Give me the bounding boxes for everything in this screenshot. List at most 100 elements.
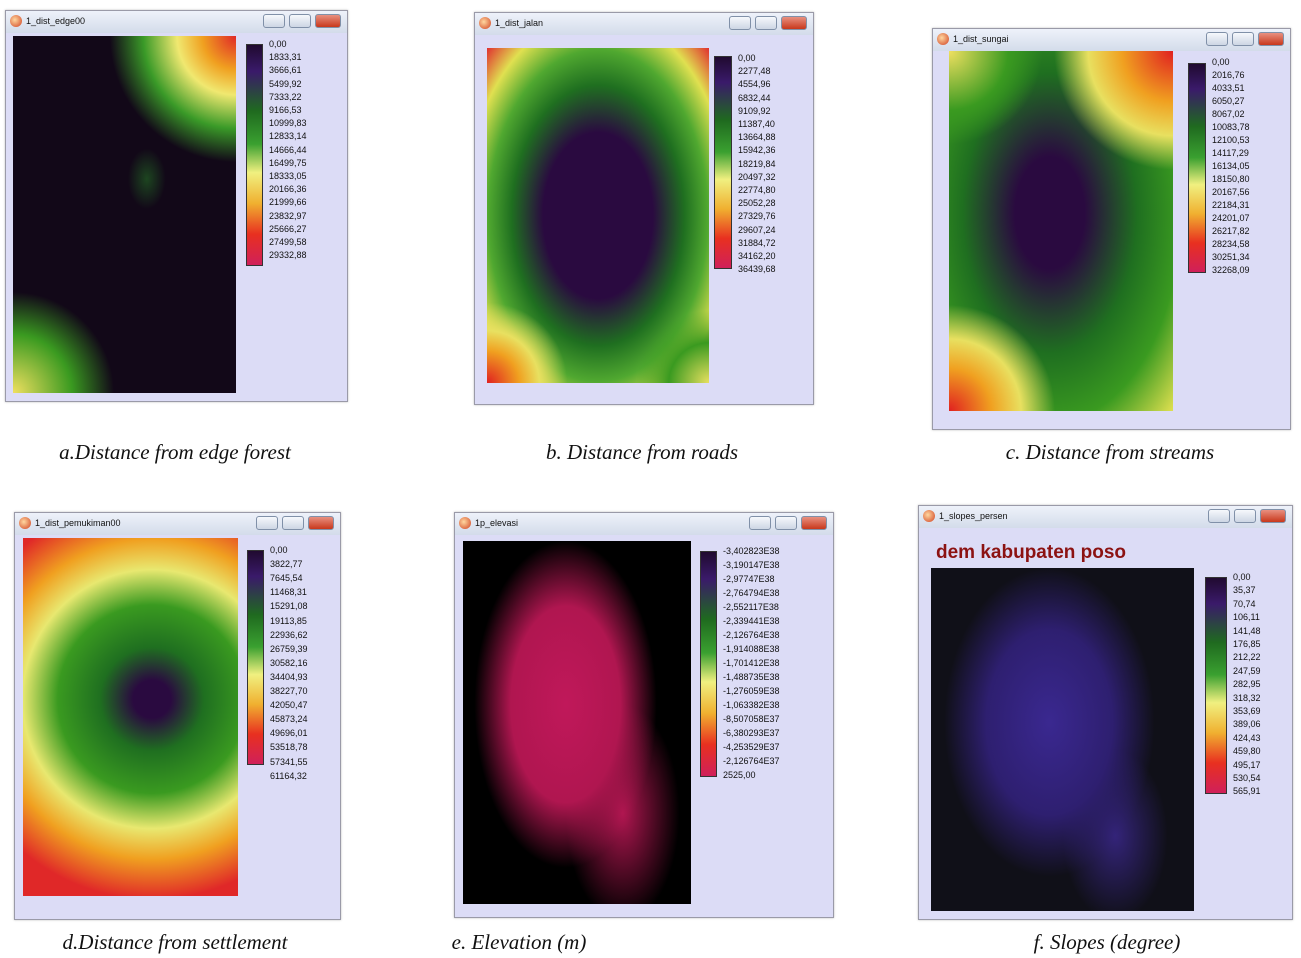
minimize-button[interactable] bbox=[263, 14, 285, 28]
legend-label: -2,339441E38 bbox=[723, 616, 780, 626]
raster-map bbox=[949, 51, 1173, 411]
legend-label: 14117,29 bbox=[1212, 148, 1249, 158]
legend-label: -3,190147E38 bbox=[723, 560, 780, 570]
window-title: 1_dist_jalan bbox=[495, 18, 543, 28]
close-button[interactable] bbox=[315, 14, 341, 28]
legend-label: 8067,02 bbox=[1212, 109, 1245, 119]
legend-label: -2,97747E38 bbox=[723, 574, 775, 584]
legend-label: 141,48 bbox=[1233, 626, 1261, 636]
legend-label: 15291,08 bbox=[270, 601, 308, 611]
legend-label: 22936,62 bbox=[270, 630, 308, 640]
minimize-button[interactable] bbox=[1206, 32, 1228, 46]
window-title: 1_dist_pemukiman00 bbox=[35, 518, 121, 528]
legend-label: 61164,32 bbox=[270, 771, 307, 781]
legend-label: 22774,80 bbox=[738, 185, 776, 195]
legend-label: -1,063382E38 bbox=[723, 700, 780, 710]
raster-map bbox=[931, 568, 1194, 911]
caption: c. Distance from streams bbox=[1006, 440, 1214, 465]
legend-label: 27499,58 bbox=[269, 237, 307, 247]
legend-label: 495,17 bbox=[1233, 760, 1261, 770]
raster-map bbox=[13, 36, 236, 393]
legend-label: 2525,00 bbox=[723, 770, 756, 780]
legend-label: 29332,88 bbox=[269, 250, 307, 260]
legend-label: 12833,14 bbox=[269, 131, 307, 141]
raster-map bbox=[463, 541, 691, 904]
legend-label: 7645,54 bbox=[270, 573, 303, 583]
legend-label: 27329,76 bbox=[738, 211, 776, 221]
maximize-button[interactable] bbox=[1234, 509, 1256, 523]
legend-color-bar bbox=[714, 56, 732, 269]
legend-label: 11387,40 bbox=[738, 119, 775, 129]
legend-label: -2,552117E38 bbox=[723, 602, 779, 612]
legend-label: 424,43 bbox=[1233, 733, 1261, 743]
legend-label: 38227,70 bbox=[270, 686, 308, 696]
minimize-button[interactable] bbox=[256, 516, 278, 530]
minimize-button[interactable] bbox=[729, 16, 751, 30]
legend-color-bar bbox=[1205, 577, 1227, 794]
window-icon bbox=[479, 17, 491, 29]
maximize-button[interactable] bbox=[755, 16, 777, 30]
legend-label: 10083,78 bbox=[1212, 122, 1250, 132]
legend-label: 3822,77 bbox=[270, 559, 303, 569]
legend-label: -4,253529E37 bbox=[723, 742, 780, 752]
legend-label: -2,764794E38 bbox=[723, 588, 780, 598]
legend-label: 16134,05 bbox=[1212, 161, 1250, 171]
legend-label: 20166,36 bbox=[269, 184, 307, 194]
legend-label: 530,54 bbox=[1233, 773, 1261, 783]
legend-label: 3666,61 bbox=[269, 65, 302, 75]
minimize-button[interactable] bbox=[1208, 509, 1230, 523]
legend-label: 2016,76 bbox=[1212, 70, 1245, 80]
legend-label: 353,69 bbox=[1233, 706, 1261, 716]
raster-map bbox=[23, 538, 238, 896]
legend-label: -3,402823E38 bbox=[723, 546, 780, 556]
legend-label: 45873,24 bbox=[270, 714, 308, 724]
legend-label: 35,37 bbox=[1233, 585, 1256, 595]
minimize-button[interactable] bbox=[749, 516, 771, 530]
close-button[interactable] bbox=[308, 516, 334, 530]
maximize-button[interactable] bbox=[1232, 32, 1254, 46]
legend-color-bar bbox=[1188, 63, 1206, 273]
title-bar: 1_slopes_persen bbox=[919, 506, 1292, 528]
legend-label: 34404,93 bbox=[270, 672, 308, 682]
legend-label: 16499,75 bbox=[269, 158, 307, 168]
legend-label: 0,00 bbox=[738, 53, 756, 63]
window-title: 1_dist_sungai bbox=[953, 34, 1009, 44]
legend-label: -2,126764E38 bbox=[723, 630, 780, 640]
close-button[interactable] bbox=[781, 16, 807, 30]
legend-label: 2277,48 bbox=[738, 66, 771, 76]
maximize-button[interactable] bbox=[289, 14, 311, 28]
caption: f. Slopes (degree) bbox=[1034, 930, 1181, 955]
legend-label: 565,91 bbox=[1233, 786, 1261, 796]
close-button[interactable] bbox=[801, 516, 827, 530]
legend-label: 19113,85 bbox=[270, 616, 307, 626]
legend-label: -1,276059E38 bbox=[723, 686, 780, 696]
maximize-button[interactable] bbox=[282, 516, 304, 530]
window-icon bbox=[10, 15, 22, 27]
caption: b. Distance from roads bbox=[546, 440, 738, 465]
close-button[interactable] bbox=[1260, 509, 1286, 523]
legend-label: 26217,82 bbox=[1212, 226, 1250, 236]
legend-color-bar bbox=[700, 551, 717, 777]
legend-label: 12100,53 bbox=[1212, 135, 1250, 145]
close-button[interactable] bbox=[1258, 32, 1284, 46]
window-icon bbox=[923, 510, 935, 522]
page: {"panels": [ {"window_title": "1_dist_ed… bbox=[0, 0, 1301, 958]
legend-label: 13664,88 bbox=[738, 132, 776, 142]
window-icon bbox=[937, 33, 949, 45]
legend-label: 42050,47 bbox=[270, 700, 308, 710]
legend-label: 14666,44 bbox=[269, 145, 307, 155]
legend-label: 6832,44 bbox=[738, 93, 771, 103]
legend-label: 247,59 bbox=[1233, 666, 1261, 676]
title-bar: 1_dist_edge00 bbox=[6, 11, 347, 33]
legend-label: 282,95 bbox=[1233, 679, 1261, 689]
legend-label: 30582,16 bbox=[270, 658, 308, 668]
legend-label: 57341,55 bbox=[270, 757, 308, 767]
caption: a.Distance from edge forest bbox=[59, 440, 291, 465]
maximize-button[interactable] bbox=[775, 516, 797, 530]
legend-label: -2,126764E37 bbox=[723, 756, 780, 766]
legend-label: 29607,24 bbox=[738, 225, 776, 235]
legend-label: -1,488735E38 bbox=[723, 672, 780, 682]
legend-label: 176,85 bbox=[1233, 639, 1261, 649]
